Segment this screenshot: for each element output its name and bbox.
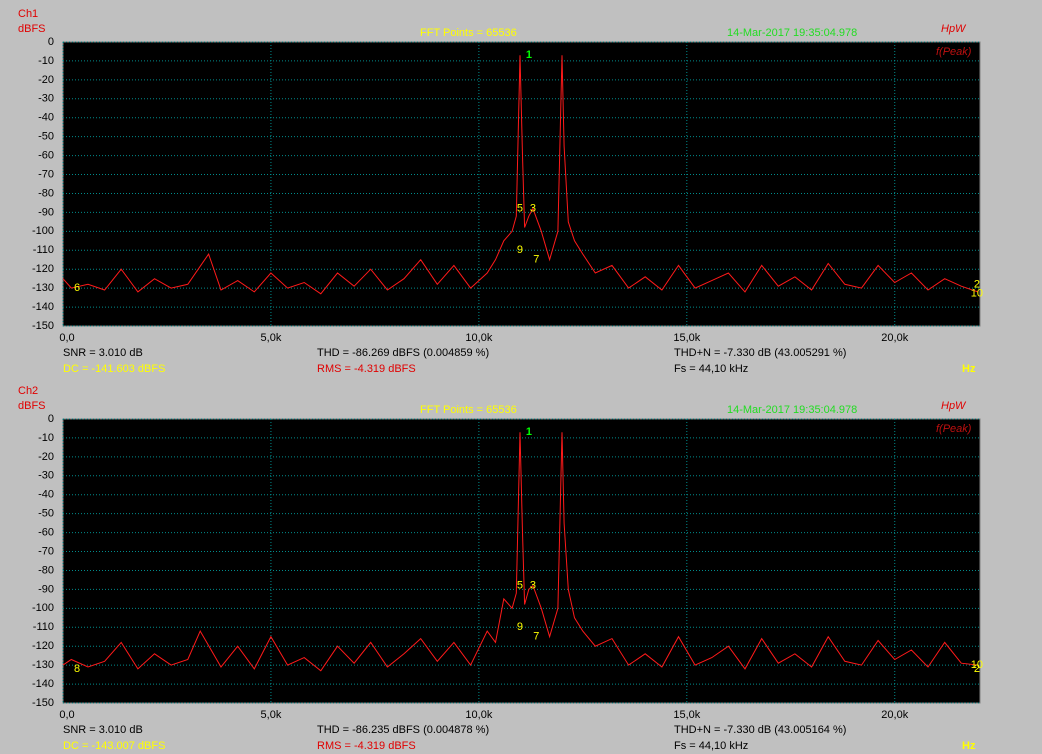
channel-label: Ch1: [18, 8, 38, 20]
thd-n: THD+N = -7.330 dB (43.005291 %): [674, 347, 846, 359]
y-tick-label: -60: [38, 527, 54, 539]
y-tick-label: -20: [38, 451, 54, 463]
y-tick-label: -150: [32, 697, 54, 709]
y-tick-label: -130: [32, 659, 54, 671]
y-tick-label: -20: [38, 74, 54, 86]
y-tick-label: 0: [48, 36, 54, 48]
y-tick-label: -10: [38, 432, 54, 444]
rms: RMS = -4.319 dBFS: [317, 363, 416, 375]
harmonic-marker: 2: [974, 278, 980, 290]
y-tick-label: -100: [32, 602, 54, 614]
spectrum-line: [62, 55, 979, 295]
x-tick-label: 15,0k: [673, 709, 700, 721]
mode-label: f(Peak): [936, 46, 972, 58]
harmonic-marker: 3: [530, 580, 536, 592]
sample-rate: Fs = 44,10 kHz: [674, 740, 748, 752]
x-tick-label: 5,0k: [261, 332, 282, 344]
x-tick-label: 0,0: [59, 709, 74, 721]
x-tick-label: 20,0k: [881, 332, 908, 344]
harmonic-marker: 5: [517, 580, 523, 592]
x-tick-label: 5,0k: [261, 709, 282, 721]
harmonic-marker: 7: [533, 631, 539, 643]
y-tick-label: -30: [38, 93, 54, 105]
y-tick-label: -10: [38, 55, 54, 67]
harmonic-marker: 7: [533, 254, 539, 266]
x-axis-label: Hz: [962, 363, 976, 375]
dc: DC = -143.007 dBFS: [63, 740, 165, 752]
x-tick-label: 10,0k: [465, 709, 492, 721]
harmonic-marker: 9: [517, 244, 523, 256]
timestamp: 14-Mar-2017 19:35:04.978: [727, 27, 857, 39]
spectrum-line: [62, 432, 978, 672]
thd-n: THD+N = -7.330 dB (43.005164 %): [674, 724, 846, 736]
y-tick-label: -40: [38, 489, 54, 501]
harmonic-marker: 3: [530, 203, 536, 215]
y-tick-label: -120: [32, 640, 54, 652]
harmonic-marker: 6: [74, 282, 80, 294]
fft-points: FFT Points = 65536: [420, 404, 517, 416]
brand: HpW: [941, 23, 967, 35]
harmonic-marker: 10: [971, 659, 983, 671]
y-tick-label: -60: [38, 150, 54, 162]
mode-label: f(Peak): [936, 423, 972, 435]
harmonic-marker: 5: [517, 203, 523, 215]
harmonic-marker: 10: [971, 288, 983, 300]
y-tick-label: -140: [32, 678, 54, 690]
x-tick-label: 15,0k: [673, 332, 700, 344]
y-tick-label: -110: [33, 244, 54, 256]
y-tick-label: -70: [38, 168, 54, 180]
snr: SNR = 3.010 dB: [63, 347, 143, 359]
snr: SNR = 3.010 dB: [63, 724, 143, 736]
x-axis-label: Hz: [962, 740, 976, 752]
plot-area: [62, 41, 981, 327]
y-tick-label: -150: [32, 320, 54, 332]
rms: RMS = -4.319 dBFS: [317, 740, 416, 752]
thd: THD = -86.235 dBFS (0.004878 %): [317, 724, 489, 736]
fft-points: FFT Points = 65536: [420, 27, 517, 39]
y-axis-label: dBFS: [18, 400, 46, 412]
harmonic-marker: 2: [974, 663, 980, 675]
y-tick-label: -50: [38, 508, 54, 520]
y-tick-label: -70: [38, 545, 54, 557]
plot-area: [62, 418, 981, 704]
y-tick-label: -80: [38, 187, 54, 199]
thd: THD = -86.269 dBFS (0.004859 %): [317, 347, 489, 359]
y-tick-label: -90: [38, 583, 54, 595]
y-tick-label: -40: [38, 112, 54, 124]
y-tick-label: -120: [32, 263, 54, 275]
y-tick-label: -100: [32, 225, 54, 237]
y-tick-label: -80: [38, 564, 54, 576]
x-tick-label: 0,0: [59, 332, 74, 344]
y-tick-label: -140: [32, 301, 54, 313]
harmonic-marker: 8: [74, 663, 80, 675]
harmonic-marker: 9: [517, 621, 523, 633]
y-tick-label: -50: [38, 131, 54, 143]
x-tick-label: 20,0k: [881, 709, 908, 721]
y-tick-label: -90: [38, 206, 54, 218]
y-tick-label: -130: [32, 282, 54, 294]
y-axis-label: dBFS: [18, 23, 46, 35]
y-tick-label: 0: [48, 413, 54, 425]
sample-rate: Fs = 44,10 kHz: [674, 363, 748, 375]
y-tick-label: -110: [33, 621, 54, 633]
dc: DC = -141.603 dBFS: [63, 363, 165, 375]
channel-label: Ch2: [18, 385, 38, 397]
brand: HpW: [941, 400, 967, 412]
x-tick-label: 10,0k: [465, 332, 492, 344]
harmonic-marker: 1: [526, 49, 532, 61]
y-tick-label: -30: [38, 470, 54, 482]
harmonic-marker: 1: [526, 426, 532, 438]
timestamp: 14-Mar-2017 19:35:04.978: [727, 404, 857, 416]
